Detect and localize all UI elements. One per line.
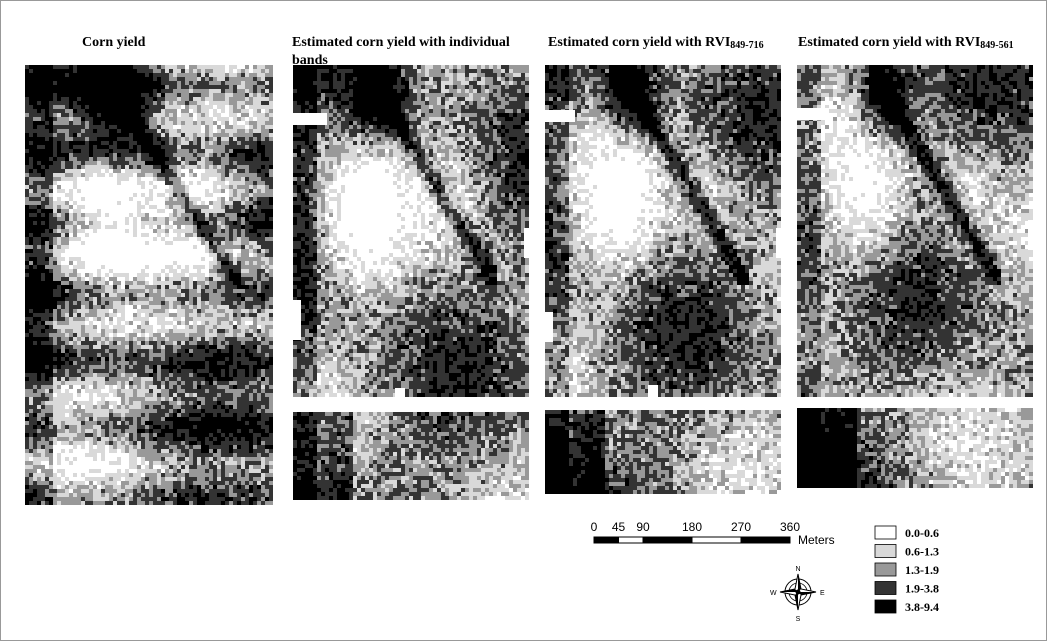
scale-label: 90 [636, 520, 650, 534]
scale-label: 0 [591, 520, 598, 534]
panel-title: Estimated corn yield with RVI849-716 [548, 34, 764, 55]
panel-title: Estimated corn yield with individual ban… [292, 34, 542, 70]
legend-swatch [875, 526, 896, 539]
scale-segment [692, 537, 741, 543]
scale-segment [741, 537, 790, 543]
compass-w: W [770, 590, 777, 597]
scale-label: 45 [612, 520, 626, 534]
scale-label: 180 [682, 520, 702, 534]
compass: N S E W [770, 566, 825, 623]
panel-title: Estimated corn yield with RVI849-561 [798, 34, 1014, 55]
map-canvas: N S E W 0 45 90 180 270 360Meters 0.0-0.6 0.6-1… [0, 0, 1048, 642]
compass-e: E [820, 590, 825, 597]
gap [293, 113, 327, 125]
gap [797, 108, 829, 120]
gap [524, 228, 532, 258]
compass-n: N [795, 566, 800, 573]
scale-label: 360 [780, 520, 800, 534]
compass-s: S [796, 616, 801, 623]
scale-segment [594, 537, 619, 543]
legend-label: 1.3-1.9 [905, 563, 939, 577]
legend-label: 3.8-9.4 [905, 600, 939, 614]
gap [648, 385, 658, 397]
legend-swatch [875, 600, 896, 613]
legend-label: 0.6-1.3 [905, 545, 939, 559]
gap [1028, 220, 1036, 250]
gap [395, 388, 405, 400]
legend-swatch [875, 563, 896, 576]
scale-unit: Meters [798, 533, 835, 547]
figure: N S E W 0 45 90 180 270 360Meters 0.0-0.6 0.6-1… [0, 0, 1048, 642]
gap [776, 228, 784, 258]
gap [293, 300, 301, 340]
gap [545, 110, 575, 122]
legend-label: 0.0-0.6 [905, 526, 939, 540]
scale-label: 270 [731, 520, 751, 534]
scale-segment [643, 537, 692, 543]
legend-swatch [875, 582, 896, 595]
scale-segment [619, 537, 644, 543]
legend-label: 1.9-3.8 [905, 582, 939, 596]
gap [545, 312, 553, 342]
legend-swatch [875, 545, 896, 558]
panel-title: Corn yield [82, 34, 145, 52]
